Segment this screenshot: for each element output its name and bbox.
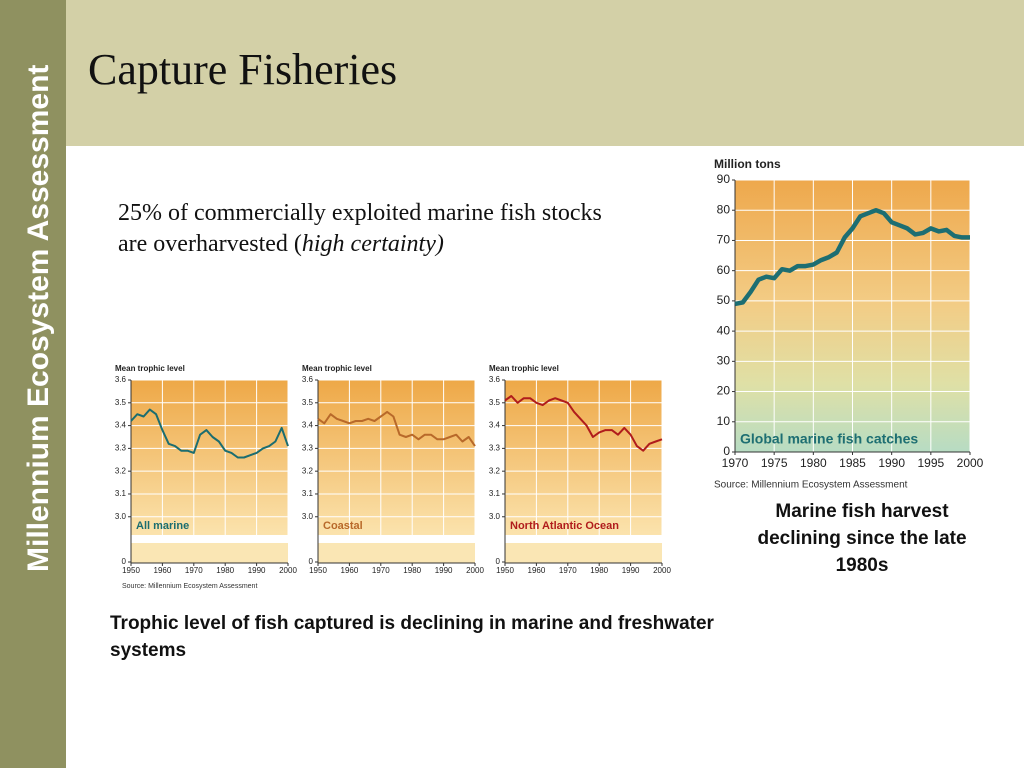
y-tick-label: 3.6 bbox=[489, 375, 501, 384]
y-tick-label: 3.5 bbox=[302, 398, 314, 407]
statement-text: 25% of commercially exploited marine fis… bbox=[118, 200, 602, 257]
y-tick-label: 3.3 bbox=[489, 443, 501, 452]
y-tick-label: 50 bbox=[717, 293, 731, 307]
y-axis-label: Mean trophic level bbox=[489, 364, 559, 373]
y-tick-label: 3.1 bbox=[115, 489, 127, 498]
y-tick-label: 3.3 bbox=[302, 443, 314, 452]
x-tick-label: 1985 bbox=[839, 456, 866, 470]
trophic-caption: Trophic level of fish captured is declin… bbox=[110, 613, 714, 661]
x-tick-label: 1990 bbox=[435, 566, 453, 575]
y-tick-label: 3.0 bbox=[302, 512, 314, 521]
y-tick-label: 90 bbox=[717, 172, 731, 186]
y-tick-label: 0 bbox=[723, 444, 730, 458]
y-axis-label: Million tons bbox=[714, 157, 781, 171]
y-tick-label: 3.2 bbox=[489, 466, 501, 475]
x-tick-label: 1975 bbox=[761, 456, 788, 470]
y-tick-label: 3.1 bbox=[489, 489, 501, 498]
data-line bbox=[317, 410, 476, 447]
y-tick-label: 10 bbox=[717, 414, 731, 428]
source-note: Source: Millennium Ecosystem Assessment bbox=[714, 480, 908, 491]
x-tick-label: 1980 bbox=[216, 566, 234, 575]
series-label: All marine bbox=[136, 520, 189, 532]
x-tick-label: 1990 bbox=[878, 456, 905, 470]
y-tick-label: 0 bbox=[496, 557, 501, 566]
data-line bbox=[734, 207, 970, 307]
axis-break-panel bbox=[318, 543, 475, 563]
series-label: North Atlantic Ocean bbox=[510, 520, 619, 532]
x-tick-label: 1950 bbox=[496, 566, 514, 575]
y-tick-label: 40 bbox=[717, 323, 731, 337]
x-tick-label: 1970 bbox=[559, 566, 577, 575]
data-line bbox=[130, 408, 289, 459]
header-band bbox=[66, 0, 1024, 146]
y-tick-label: 3.0 bbox=[489, 512, 501, 521]
y-tick-label: 3.4 bbox=[302, 421, 314, 430]
x-tick-label: 1950 bbox=[309, 566, 327, 575]
x-tick-label: 1980 bbox=[403, 566, 421, 575]
x-tick-label: 1980 bbox=[800, 456, 827, 470]
y-tick-label: 3.6 bbox=[302, 375, 314, 384]
y-tick-label: 30 bbox=[717, 354, 731, 368]
x-tick-label: 1970 bbox=[372, 566, 390, 575]
x-tick-label: 1995 bbox=[917, 456, 944, 470]
x-tick-label: 1960 bbox=[341, 566, 359, 575]
y-tick-label: 70 bbox=[717, 233, 731, 247]
y-tick-label: 0 bbox=[309, 557, 314, 566]
y-tick-label: 3.5 bbox=[115, 398, 127, 407]
y-tick-label: 3.3 bbox=[115, 443, 127, 452]
y-axis-label: Mean trophic level bbox=[115, 364, 185, 373]
y-tick-label: 3.4 bbox=[115, 421, 127, 430]
slide-title: Capture Fisheries bbox=[88, 45, 397, 94]
series-label: Global marine fish catches bbox=[740, 431, 918, 447]
axis-break-panel bbox=[131, 543, 288, 563]
y-tick-label: 3.2 bbox=[115, 466, 127, 475]
series-label: Coastal bbox=[323, 520, 363, 532]
harvest-caption: Marine fish harvest declining since the … bbox=[757, 501, 967, 576]
y-tick-label: 3.6 bbox=[115, 375, 127, 384]
x-tick-label: 1990 bbox=[248, 566, 266, 575]
x-tick-label: 1980 bbox=[590, 566, 608, 575]
statement: 25% of commercially exploited marine fis… bbox=[118, 198, 618, 260]
x-tick-label: 1970 bbox=[722, 456, 749, 470]
x-tick-label: 2000 bbox=[466, 566, 484, 575]
plot-area bbox=[131, 380, 288, 535]
x-tick-label: 2000 bbox=[957, 456, 984, 470]
x-tick-label: 1950 bbox=[122, 566, 140, 575]
sidebar-text: Millennium Ecosystem Assessment bbox=[22, 65, 55, 572]
axis-break-panel bbox=[505, 543, 662, 563]
plot-area bbox=[505, 380, 662, 535]
y-tick-label: 3.0 bbox=[115, 512, 127, 521]
x-tick-label: 1960 bbox=[154, 566, 172, 575]
y-tick-label: 80 bbox=[717, 202, 731, 216]
y-tick-label: 3.1 bbox=[302, 489, 314, 498]
y-tick-label: 60 bbox=[717, 263, 731, 277]
y-tick-label: 3.5 bbox=[489, 398, 501, 407]
y-axis-label: Mean trophic level bbox=[302, 364, 372, 373]
x-tick-label: 1990 bbox=[622, 566, 640, 575]
source-note: Source: Millennium Ecosystem Assessment bbox=[122, 583, 257, 590]
y-tick-label: 20 bbox=[717, 384, 731, 398]
y-tick-label: 0 bbox=[122, 557, 127, 566]
statement-emphasis: high certainty) bbox=[301, 231, 444, 257]
y-tick-label: 3.4 bbox=[489, 421, 501, 430]
sidebar bbox=[0, 0, 66, 768]
x-tick-label: 1960 bbox=[528, 566, 546, 575]
data-line bbox=[504, 395, 663, 452]
x-tick-label: 2000 bbox=[653, 566, 671, 575]
y-tick-label: 3.2 bbox=[302, 466, 314, 475]
x-tick-label: 1970 bbox=[185, 566, 203, 575]
plot-area bbox=[318, 380, 475, 535]
x-tick-label: 2000 bbox=[279, 566, 297, 575]
